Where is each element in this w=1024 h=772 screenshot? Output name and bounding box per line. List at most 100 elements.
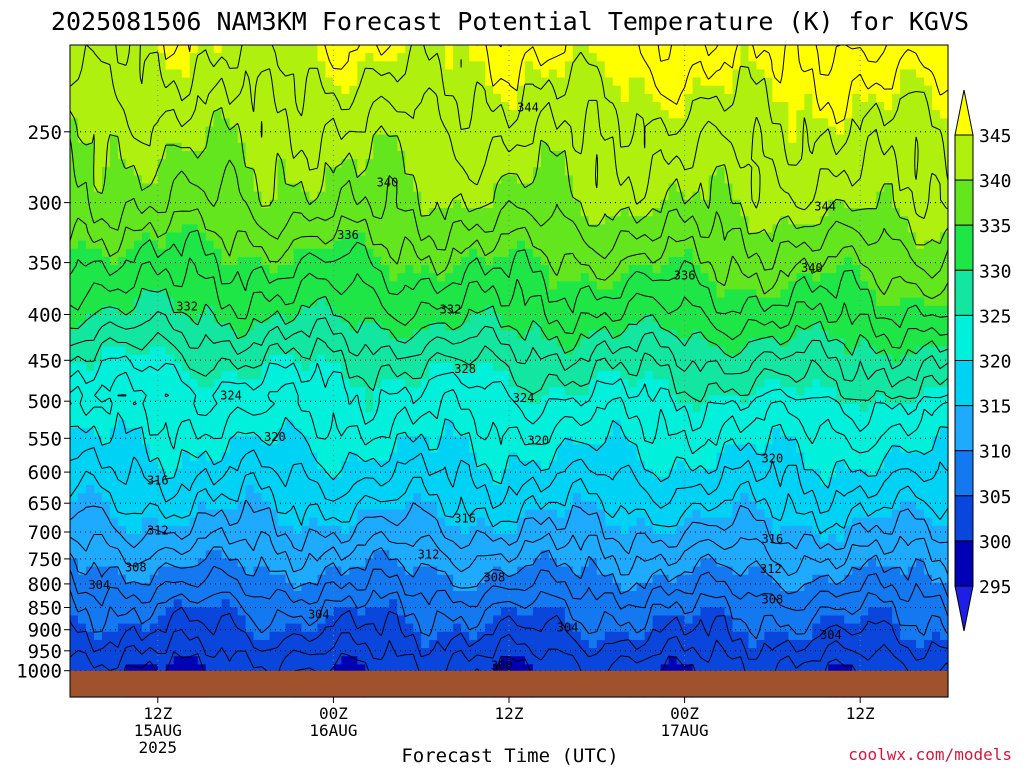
fill-cell: [796, 387, 805, 397]
fill-cell: [900, 248, 909, 258]
fill-cell: [461, 102, 470, 111]
fill-cell: [596, 53, 606, 62]
fill-cell: [205, 85, 215, 95]
fill-cell: [868, 61, 877, 71]
fill-cell: [636, 281, 646, 291]
fill-cell: [437, 102, 446, 111]
fill-cell: [740, 216, 750, 225]
fill-cell: [445, 403, 454, 413]
fill-cell: [580, 224, 590, 234]
fill-cell: [325, 142, 334, 152]
fill-cell: [756, 191, 766, 201]
fill-cell: [524, 167, 534, 176]
fill-cell: [117, 85, 127, 95]
fill-cell: [173, 403, 183, 413]
fill-cell: [189, 208, 199, 217]
fill-cell: [205, 102, 215, 111]
fill-cell: [485, 167, 494, 176]
fill-cell: [732, 191, 742, 201]
fill-cell: [620, 126, 630, 136]
fill-cell: [756, 379, 766, 388]
fill-cell: [564, 322, 574, 331]
fill-cell: [716, 387, 726, 397]
fill-cell: [309, 216, 319, 225]
fill-cell: [548, 191, 558, 201]
fill-cell: [660, 338, 670, 348]
fill-cell: [461, 387, 470, 397]
fill-cell: [405, 362, 414, 372]
fill-cell: [157, 142, 167, 152]
fill-cell: [940, 395, 949, 405]
fill-cell: [524, 297, 534, 307]
fill-cell: [940, 265, 949, 274]
fill-cell: [732, 208, 742, 217]
fill-cell: [317, 110, 327, 119]
fill-cell: [580, 371, 590, 380]
fill-cell: [788, 102, 797, 111]
fill-cell: [133, 126, 143, 136]
fill-cell: [253, 273, 263, 282]
fill-cell: [668, 338, 678, 348]
fill-cell: [349, 313, 358, 323]
fill-cell: [804, 387, 813, 397]
fill-cell: [532, 85, 542, 95]
fill-cell: [85, 183, 95, 193]
fill-cell: [253, 216, 263, 225]
fill-cell: [437, 110, 446, 119]
fill-cell: [724, 322, 734, 331]
fill-cell: [77, 77, 87, 87]
fill-cell: [381, 167, 390, 176]
fill-cell: [676, 175, 686, 185]
fill-cell: [70, 118, 79, 128]
fill-cell: [429, 208, 438, 217]
fill-cell: [77, 126, 87, 136]
fill-cell: [421, 183, 430, 193]
fill-cell: [485, 134, 494, 144]
fill-cell: [636, 313, 646, 323]
fill-cell: [668, 371, 678, 380]
fill-cell: [572, 281, 582, 291]
fill-cell: [884, 248, 893, 258]
fill-cell: [588, 208, 598, 217]
fill-cell: [932, 273, 941, 282]
fill-cell: [820, 371, 829, 380]
fill-cell: [868, 167, 877, 176]
fill-cell: [892, 150, 901, 160]
fill-cell: [548, 142, 558, 152]
fill-cell: [453, 77, 462, 87]
fill-cell: [604, 273, 614, 282]
fill-cell: [469, 297, 478, 307]
fill-cell: [524, 305, 534, 315]
fill-cell: [540, 354, 550, 364]
fill-cell: [189, 150, 199, 160]
fill-cell: [724, 191, 734, 201]
fill-cell: [381, 102, 390, 111]
fill-cell: [740, 297, 750, 307]
fill-cell: [636, 273, 646, 282]
fill-cell: [85, 85, 95, 95]
fill-cell: [820, 256, 829, 266]
fill-cell: [588, 248, 598, 258]
fill-cell: [940, 273, 949, 282]
fill-cell: [652, 354, 662, 364]
fill-cell: [485, 159, 494, 168]
fill-cell: [804, 313, 813, 323]
fill-cell: [309, 199, 319, 209]
fill-cell: [548, 289, 558, 299]
fill-cell: [229, 110, 239, 119]
fill-cell: [229, 126, 239, 136]
fill-cell: [141, 354, 151, 364]
fill-cell: [397, 69, 406, 79]
fill-cell: [197, 134, 207, 144]
fill-cell: [277, 224, 287, 234]
fill-cell: [652, 167, 662, 176]
fill-cell: [93, 371, 103, 380]
fill-cell: [716, 354, 726, 364]
fill-cell: [516, 93, 526, 103]
fill-cell: [596, 265, 606, 274]
fill-cell: [285, 110, 295, 119]
fill-cell: [141, 126, 151, 136]
fill-cell: [692, 240, 702, 250]
fill-cell: [892, 69, 901, 79]
fill-cell: [780, 273, 789, 282]
